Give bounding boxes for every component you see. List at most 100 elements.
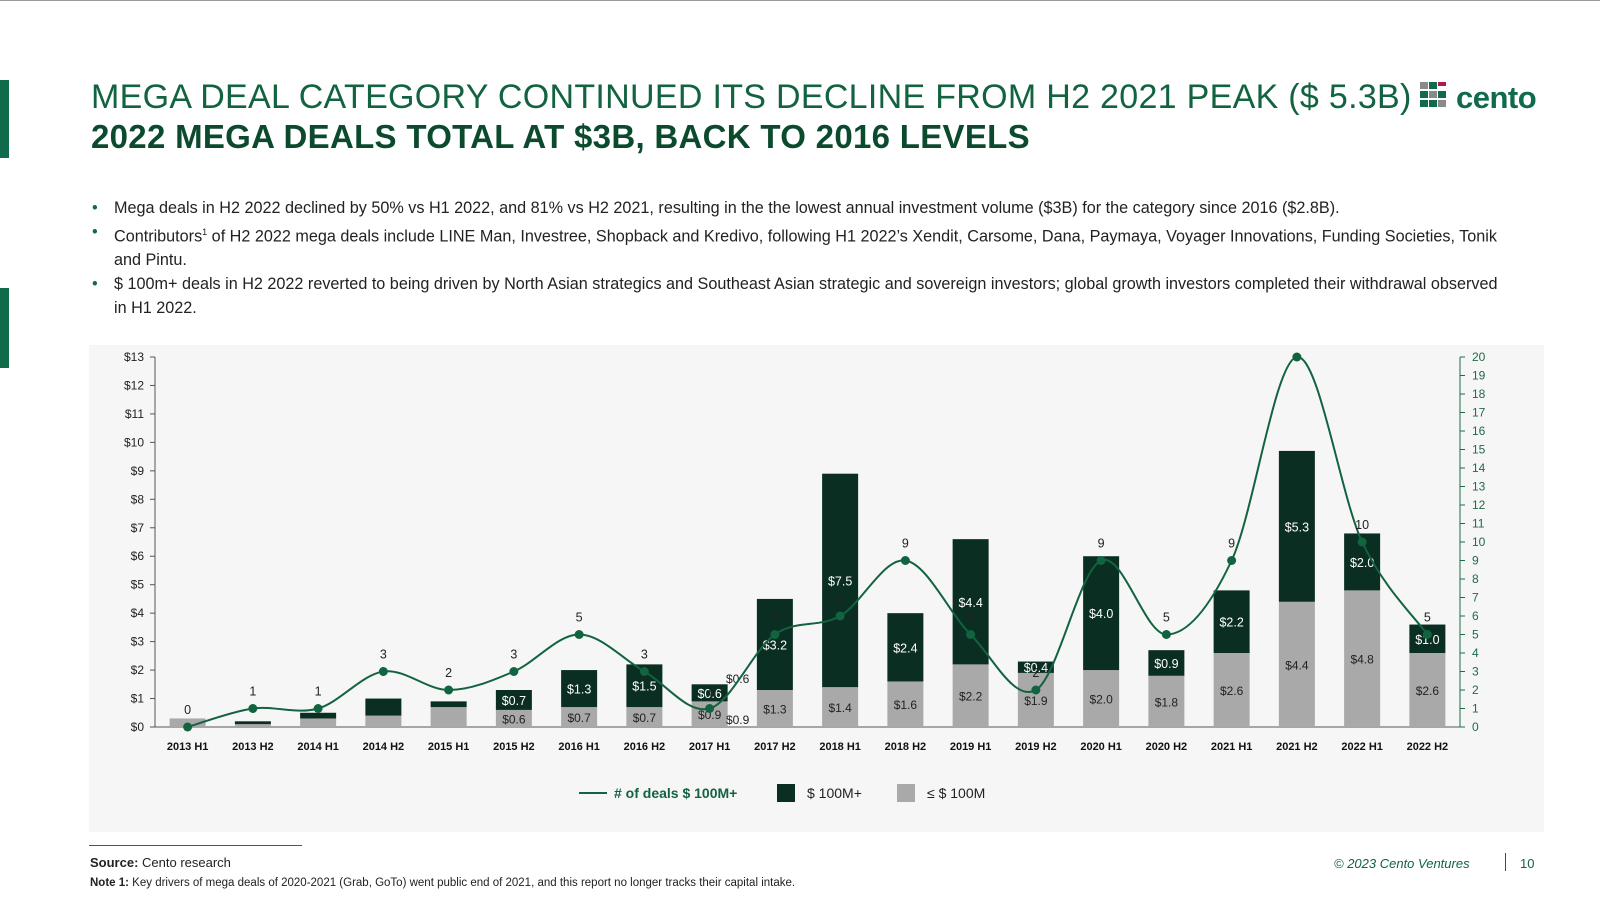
bar-under-100m (300, 718, 337, 727)
x-axis-category-label: 2020 H1 (1080, 741, 1122, 753)
x-axis-category-label: 2016 H2 (624, 741, 666, 753)
cento-logo-mark-icon (1420, 82, 1446, 107)
bar-100m-plus-value-label: $2.4 (893, 641, 917, 655)
slide-subtitle: 2022 MEGA DEALS TOTAL AT $3B, BACK TO 20… (91, 118, 1030, 155)
x-axis-category-label: 2014 H1 (297, 741, 339, 753)
bar-under-100m-value-label: $1.6 (894, 698, 918, 712)
x-axis-category-label: 2015 H1 (428, 741, 470, 753)
right-axis-tick-label: 3 (1472, 665, 1479, 679)
bar-under-100m (1148, 675, 1185, 727)
cento-logo-text: cento (1456, 80, 1537, 115)
deal-count-point (966, 630, 976, 639)
x-axis-category-label: 2013 H1 (167, 741, 209, 753)
bar-100m-plus (495, 690, 532, 710)
deal-count-point (1031, 685, 1041, 695)
right-axis-tick-label: 18 (1472, 387, 1486, 401)
right-axis-tick-label: 2 (1472, 683, 1479, 697)
note-line: Note 1: Key drivers of mega deals of 202… (90, 877, 795, 889)
x-axis-category-label: 2021 H2 (1276, 741, 1318, 753)
deal-count-point (1292, 352, 1302, 362)
deal-count-label: 1 (249, 685, 256, 699)
deal-count-point (1161, 630, 1171, 639)
deal-count-label: 3 (510, 648, 517, 662)
chart-panel: $0 $1 $2 $3 $4 $5 $6 $7 $8 $9 $10 $11 $12 $13 0 1 2 3 4 5 6 7… (89, 333, 1544, 832)
deal-count-point (1096, 556, 1106, 565)
left-axis-tick-label: $2 (131, 663, 145, 677)
legend-label: $ 100M+ (807, 785, 862, 801)
accent-bar-title (0, 80, 9, 158)
deal-count-label: 20 (1290, 345, 1304, 347)
bar-under-100m (430, 707, 467, 727)
bar-under-100m (887, 681, 924, 727)
x-axis-category-label: 2017 H2 (754, 741, 796, 753)
cento-logo: cento (1420, 80, 1540, 118)
right-axis-tick-label: 11 (1472, 517, 1485, 531)
slide-title: MEGA DEAL CATEGORY CONTINUED ITS DECLINE… (91, 78, 1412, 116)
bar-under-100m (1083, 670, 1120, 727)
left-axis-tick-label: $4 (131, 606, 145, 620)
right-axis-tick-label: 1 (1472, 702, 1479, 716)
bar-under-100m-value-label: $1.4 (828, 701, 852, 715)
right-axis-tick-label: 14 (1472, 461, 1486, 475)
bar-under-100m-value-label: $0.7 (567, 711, 591, 725)
bar-under-100m (822, 687, 859, 727)
bullet-text-pre: Contributors (114, 227, 203, 246)
legend-dark-swatch (777, 784, 795, 802)
bar-100m-plus (234, 721, 271, 725)
bar-100m-plus-value-label: $0.4 (1024, 661, 1048, 675)
deal-count-point (1227, 556, 1237, 565)
x-axis-category-label: 2019 H1 (950, 741, 992, 753)
right-axis-tick-label: 4 (1472, 646, 1479, 660)
bar-under-100m-value-label: $1.8 (1155, 695, 1179, 709)
right-axis-tick-label: 0 (1472, 720, 1479, 734)
bar-100m-plus-value-label: $0.6 (697, 687, 721, 701)
bar-100m-plus-value-label: $1.5 (632, 680, 656, 694)
bar-under-100m (495, 709, 532, 727)
footer-rule (89, 845, 302, 846)
deal-count-point (770, 630, 780, 639)
bar-under-100m-value-label: $4.8 (1350, 653, 1374, 667)
deal-count-label: 5 (967, 611, 974, 625)
bar-100m-plus (561, 670, 598, 708)
x-axis-category-label: 2022 H1 (1341, 741, 1383, 753)
bar-under-100m-value-label: $0.9 (698, 708, 722, 722)
x-axis-category-label: 2016 H1 (558, 741, 600, 753)
right-axis-tick-label: 19 (1472, 369, 1486, 383)
bar-100m-plus (1017, 661, 1054, 673)
left-axis-tick-label: $1 (131, 692, 145, 706)
left-axis-tick-label: $13 (124, 350, 144, 364)
copyright: © 2023 Cento Ventures (1334, 856, 1470, 871)
right-axis-tick-label: 15 (1472, 443, 1486, 457)
deal-count-label: 9 (902, 537, 909, 551)
deal-count-point (1422, 630, 1432, 639)
bar-100m-plus (365, 698, 402, 716)
bullet-text: $ 100m+ deals in H2 2022 reverted to bei… (114, 275, 1498, 318)
deal-count-label: 0 (184, 703, 191, 717)
bar-under-100m (561, 707, 598, 727)
deal-count-point (900, 556, 910, 565)
deal-count-label: 1 (315, 685, 322, 699)
right-axis-tick-label: 16 (1472, 424, 1486, 438)
bar-under-100m (1409, 653, 1446, 727)
deal-count-label: 5 (576, 611, 583, 625)
accent-bar-bullets (0, 288, 9, 368)
bar-100m-plus (952, 539, 989, 665)
bar-under-100m (1278, 601, 1315, 727)
left-axis-tick-label: $9 (131, 464, 145, 478)
x-axis-category-label: 2013 H2 (232, 741, 274, 753)
bar-100m-plus-value-label: $4.0 (1089, 607, 1113, 621)
bar-under-100m (1344, 590, 1381, 727)
deal-count-label: 5 (771, 611, 778, 625)
deal-count-label: 6 (837, 592, 844, 606)
right-axis-tick-label: 12 (1472, 498, 1486, 512)
left-axis-tick-label: $8 (131, 492, 145, 506)
deal-count-point (705, 704, 715, 713)
bar-under-100m (1213, 653, 1250, 727)
bar-100m-plus-value-label: $2.0 (1350, 556, 1374, 570)
bar-under-100m-value-label: $0.7 (633, 711, 657, 725)
source-text: Cento research (138, 855, 231, 870)
deal-count-point (248, 704, 258, 713)
deal-count-point (574, 630, 584, 639)
deal-count-label: 1 (706, 685, 713, 699)
x-axis-category-label: 2017 H1 (689, 741, 731, 753)
